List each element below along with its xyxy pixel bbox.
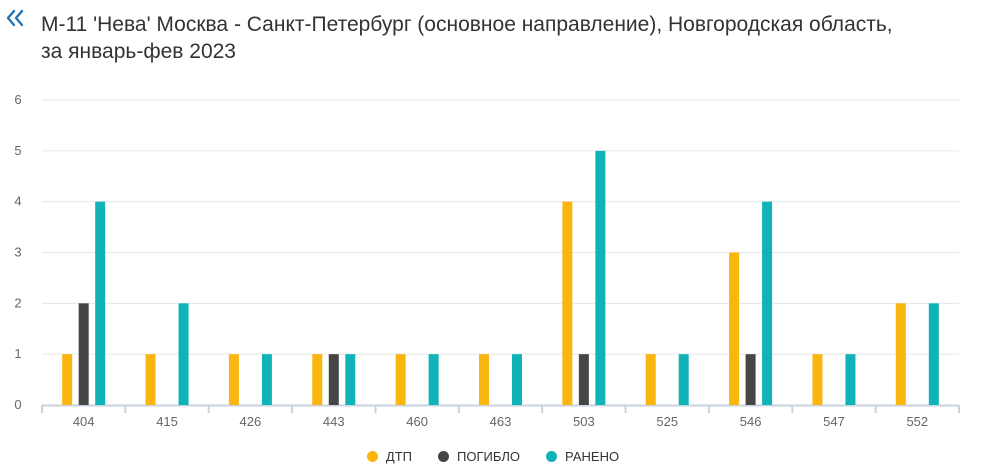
bar-dtp-463 — [479, 354, 489, 405]
y-tick-label: 6 — [14, 92, 21, 107]
x-tick-label: 547 — [823, 414, 845, 429]
back-button[interactable] — [4, 6, 26, 30]
x-tick-label: 552 — [906, 414, 928, 429]
bar-chart: 0 1 2 3 4 5 6 404 415 426 443 460 463 503 525 546 547 552 — [14, 92, 960, 429]
double-chevron-left-icon — [6, 9, 24, 27]
x-tick-label: 546 — [740, 414, 762, 429]
bar-dtp-404 — [62, 354, 73, 405]
bar-dtp-552 — [895, 303, 906, 405]
bar-pogiblo-503 — [578, 354, 589, 405]
bar-raneno-552 — [928, 303, 939, 405]
bar-dtp-503 — [562, 201, 573, 405]
title-line-1: М-11 'Нева' Москва - Санкт-Петербург (ос… — [41, 13, 893, 36]
legend-item-pogiblo[interactable]: ПОГИБЛО — [438, 449, 520, 464]
legend-label-pogiblo: ПОГИБЛО — [457, 449, 521, 464]
y-tick-label: 1 — [14, 346, 21, 361]
y-tick-label: 3 — [14, 245, 21, 260]
bar-dtp-546 — [729, 252, 740, 405]
x-tick-label: 503 — [573, 414, 595, 429]
bar-raneno-503 — [595, 150, 606, 405]
x-tick-label: 404 — [73, 414, 95, 429]
x-tick-label: 460 — [406, 414, 428, 429]
bar-raneno-547 — [845, 354, 856, 405]
y-tick-label: 2 — [14, 295, 21, 310]
y-tick-label: 4 — [14, 194, 21, 209]
x-tick-label: 525 — [656, 414, 678, 429]
bar-dtp-415 — [145, 354, 156, 405]
bar-raneno-443 — [345, 354, 356, 405]
title-line-2: за январь-фев 2023 — [41, 40, 236, 63]
x-tick-label: 443 — [323, 414, 345, 429]
bar-raneno-415 — [178, 303, 189, 405]
bar-raneno-525 — [678, 354, 689, 405]
legend-swatch-pogiblo — [438, 451, 450, 462]
legend-swatch-dtp — [366, 451, 378, 462]
y-tick-label: 0 — [14, 397, 21, 412]
bar-raneno-404 — [95, 201, 106, 405]
bar-dtp-426 — [228, 354, 239, 405]
bar-dtp-547 — [812, 354, 823, 405]
page-title: М-11 'Нева' Москва - Санкт-Петербург (ос… — [41, 11, 981, 65]
bar-pogiblo-404 — [78, 303, 89, 405]
bar-dtp-525 — [645, 354, 656, 405]
bar-raneno-460 — [428, 354, 439, 405]
bar-dtp-460 — [395, 354, 406, 405]
legend-item-dtp[interactable]: ДТП — [366, 449, 413, 464]
bar-pogiblo-443 — [328, 354, 339, 405]
y-tick-label: 5 — [14, 143, 21, 158]
x-tick-label: 415 — [156, 414, 178, 429]
x-tick-label: 426 — [240, 414, 262, 429]
legend-item-raneno[interactable]: РАНЕНО — [546, 449, 619, 464]
bar-pogiblo-546 — [745, 354, 756, 405]
chart-legend: ДТП ПОГИБЛО РАНЕНО — [0, 449, 986, 464]
legend-label-dtp: ДТП — [385, 449, 413, 464]
legend-swatch-raneno — [546, 451, 558, 462]
bar-raneno-426 — [261, 354, 272, 405]
bar-raneno-463 — [512, 354, 522, 405]
bar-raneno-546 — [762, 201, 773, 405]
bar-dtp-443 — [312, 354, 323, 405]
x-tick-label: 463 — [490, 414, 512, 429]
legend-label-raneno: РАНЕНО — [565, 449, 620, 464]
